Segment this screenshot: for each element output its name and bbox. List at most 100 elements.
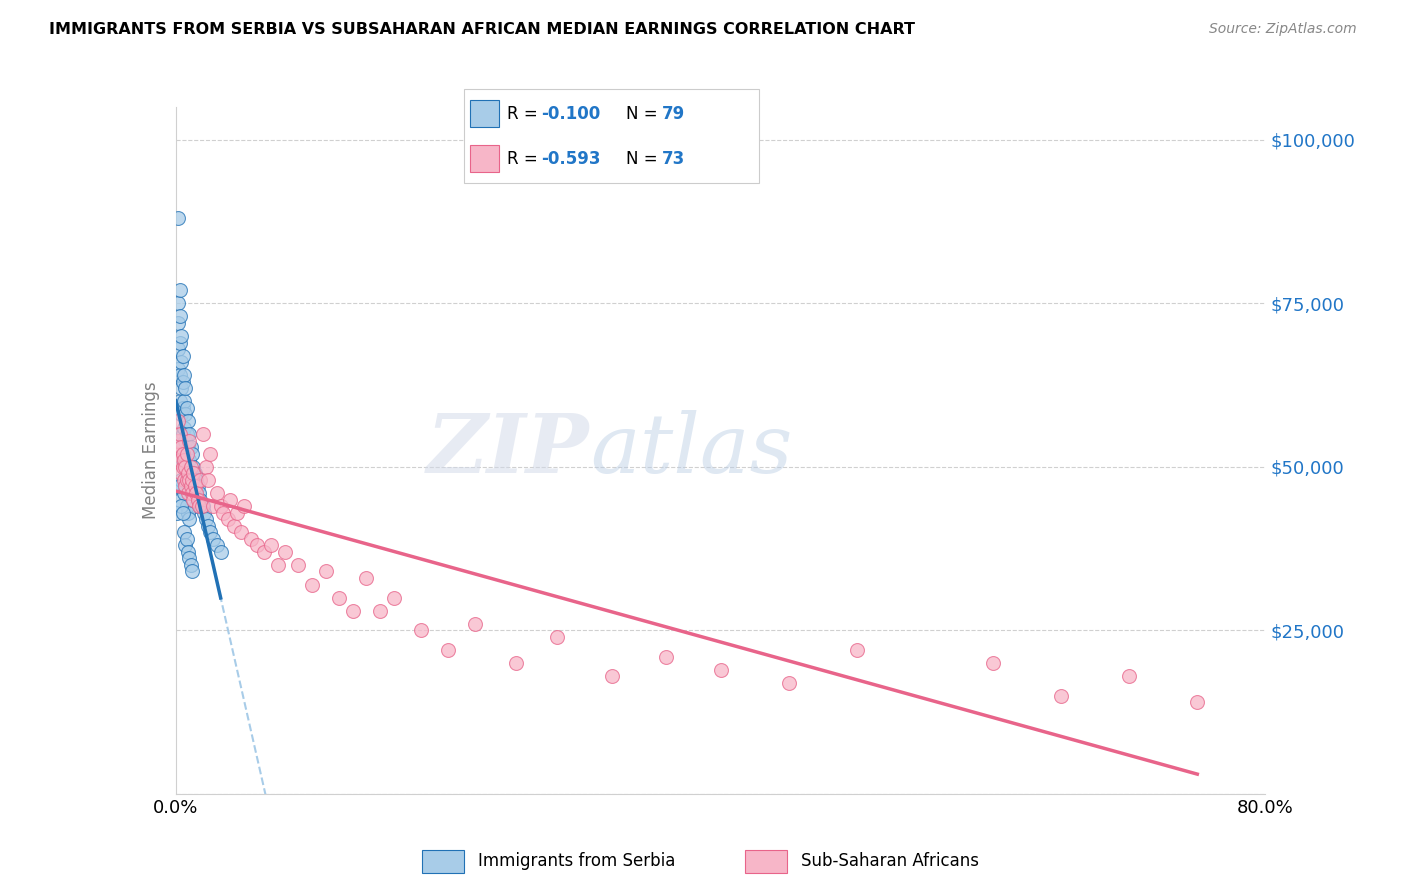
Bar — [470, 101, 499, 127]
Point — [179, 453, 201, 467]
Text: 79: 79 — [662, 104, 685, 122]
Point — [179, 479, 201, 493]
Text: Source: ZipAtlas.com: Source: ZipAtlas.com — [1209, 22, 1357, 37]
Point — [173, 447, 195, 461]
Point — [172, 375, 194, 389]
Point — [172, 427, 194, 442]
Point — [710, 663, 733, 677]
Point — [170, 355, 193, 369]
Point — [232, 499, 254, 513]
Point — [177, 506, 200, 520]
Point — [260, 538, 283, 552]
Point — [176, 447, 198, 461]
Text: R =: R = — [506, 150, 543, 168]
Text: R =: R = — [506, 104, 543, 122]
Point — [174, 408, 197, 422]
Point — [172, 506, 194, 520]
Text: Immigrants from Serbia: Immigrants from Serbia — [478, 852, 675, 870]
Point — [177, 486, 200, 500]
Y-axis label: Median Earnings: Median Earnings — [142, 382, 160, 519]
Point — [356, 571, 378, 585]
Point — [179, 434, 201, 448]
Point — [183, 492, 205, 507]
Point — [169, 453, 191, 467]
Point — [183, 486, 205, 500]
Point — [166, 447, 188, 461]
Bar — [745, 850, 787, 873]
Text: IMMIGRANTS FROM SERBIA VS SUBSAHARAN AFRICAN MEDIAN EARNINGS CORRELATION CHART: IMMIGRANTS FROM SERBIA VS SUBSAHARAN AFR… — [49, 22, 915, 37]
Point — [193, 506, 215, 520]
Point — [180, 558, 202, 572]
Point — [191, 427, 214, 442]
Point — [219, 492, 242, 507]
Point — [177, 467, 200, 481]
Point — [1050, 689, 1073, 703]
Point — [181, 486, 204, 500]
Point — [1187, 695, 1209, 709]
Point — [180, 467, 202, 481]
Point — [167, 361, 190, 376]
Point — [186, 499, 208, 513]
Point — [212, 506, 235, 520]
Point — [174, 538, 197, 552]
Point — [209, 545, 232, 559]
Point — [205, 486, 228, 500]
Text: N =: N = — [627, 104, 664, 122]
Point — [274, 545, 297, 559]
Point — [253, 545, 276, 559]
Point — [197, 473, 219, 487]
Point — [246, 538, 269, 552]
Point — [170, 434, 193, 448]
Point — [166, 506, 188, 520]
Text: ZIP: ZIP — [427, 410, 591, 491]
Point — [342, 604, 364, 618]
Point — [174, 459, 197, 474]
Point — [167, 414, 190, 428]
Point — [198, 525, 221, 540]
Point — [172, 447, 194, 461]
Point — [172, 459, 194, 474]
Point — [177, 440, 200, 454]
Point — [174, 459, 197, 474]
Point — [170, 440, 193, 454]
Point — [179, 473, 201, 487]
Point — [186, 492, 209, 507]
Point — [180, 459, 202, 474]
Point — [778, 675, 800, 690]
Point — [600, 669, 623, 683]
Point — [170, 408, 193, 422]
Point — [173, 473, 195, 487]
Point — [191, 499, 214, 513]
Point — [1118, 669, 1140, 683]
Point — [176, 499, 198, 513]
Point — [201, 532, 224, 546]
Point — [194, 512, 217, 526]
Point — [176, 479, 198, 493]
Point — [170, 381, 193, 395]
Point — [409, 624, 432, 638]
Point — [226, 506, 249, 520]
Point — [167, 342, 190, 356]
Point — [169, 479, 191, 493]
Point — [167, 316, 190, 330]
Point — [183, 459, 205, 474]
Point — [169, 335, 191, 350]
Point — [174, 381, 197, 395]
Bar — [470, 145, 499, 171]
Point — [172, 349, 194, 363]
Point — [505, 656, 527, 670]
Point — [188, 473, 211, 487]
Point — [981, 656, 1004, 670]
Point — [173, 394, 195, 409]
Point — [186, 486, 208, 500]
Point — [174, 479, 197, 493]
Point — [224, 518, 246, 533]
Point — [301, 577, 323, 591]
Point — [174, 434, 197, 448]
Point — [169, 427, 191, 442]
Point — [176, 473, 198, 487]
Text: -0.593: -0.593 — [541, 150, 600, 168]
Point — [180, 440, 202, 454]
Point — [169, 283, 191, 297]
Point — [180, 479, 202, 493]
